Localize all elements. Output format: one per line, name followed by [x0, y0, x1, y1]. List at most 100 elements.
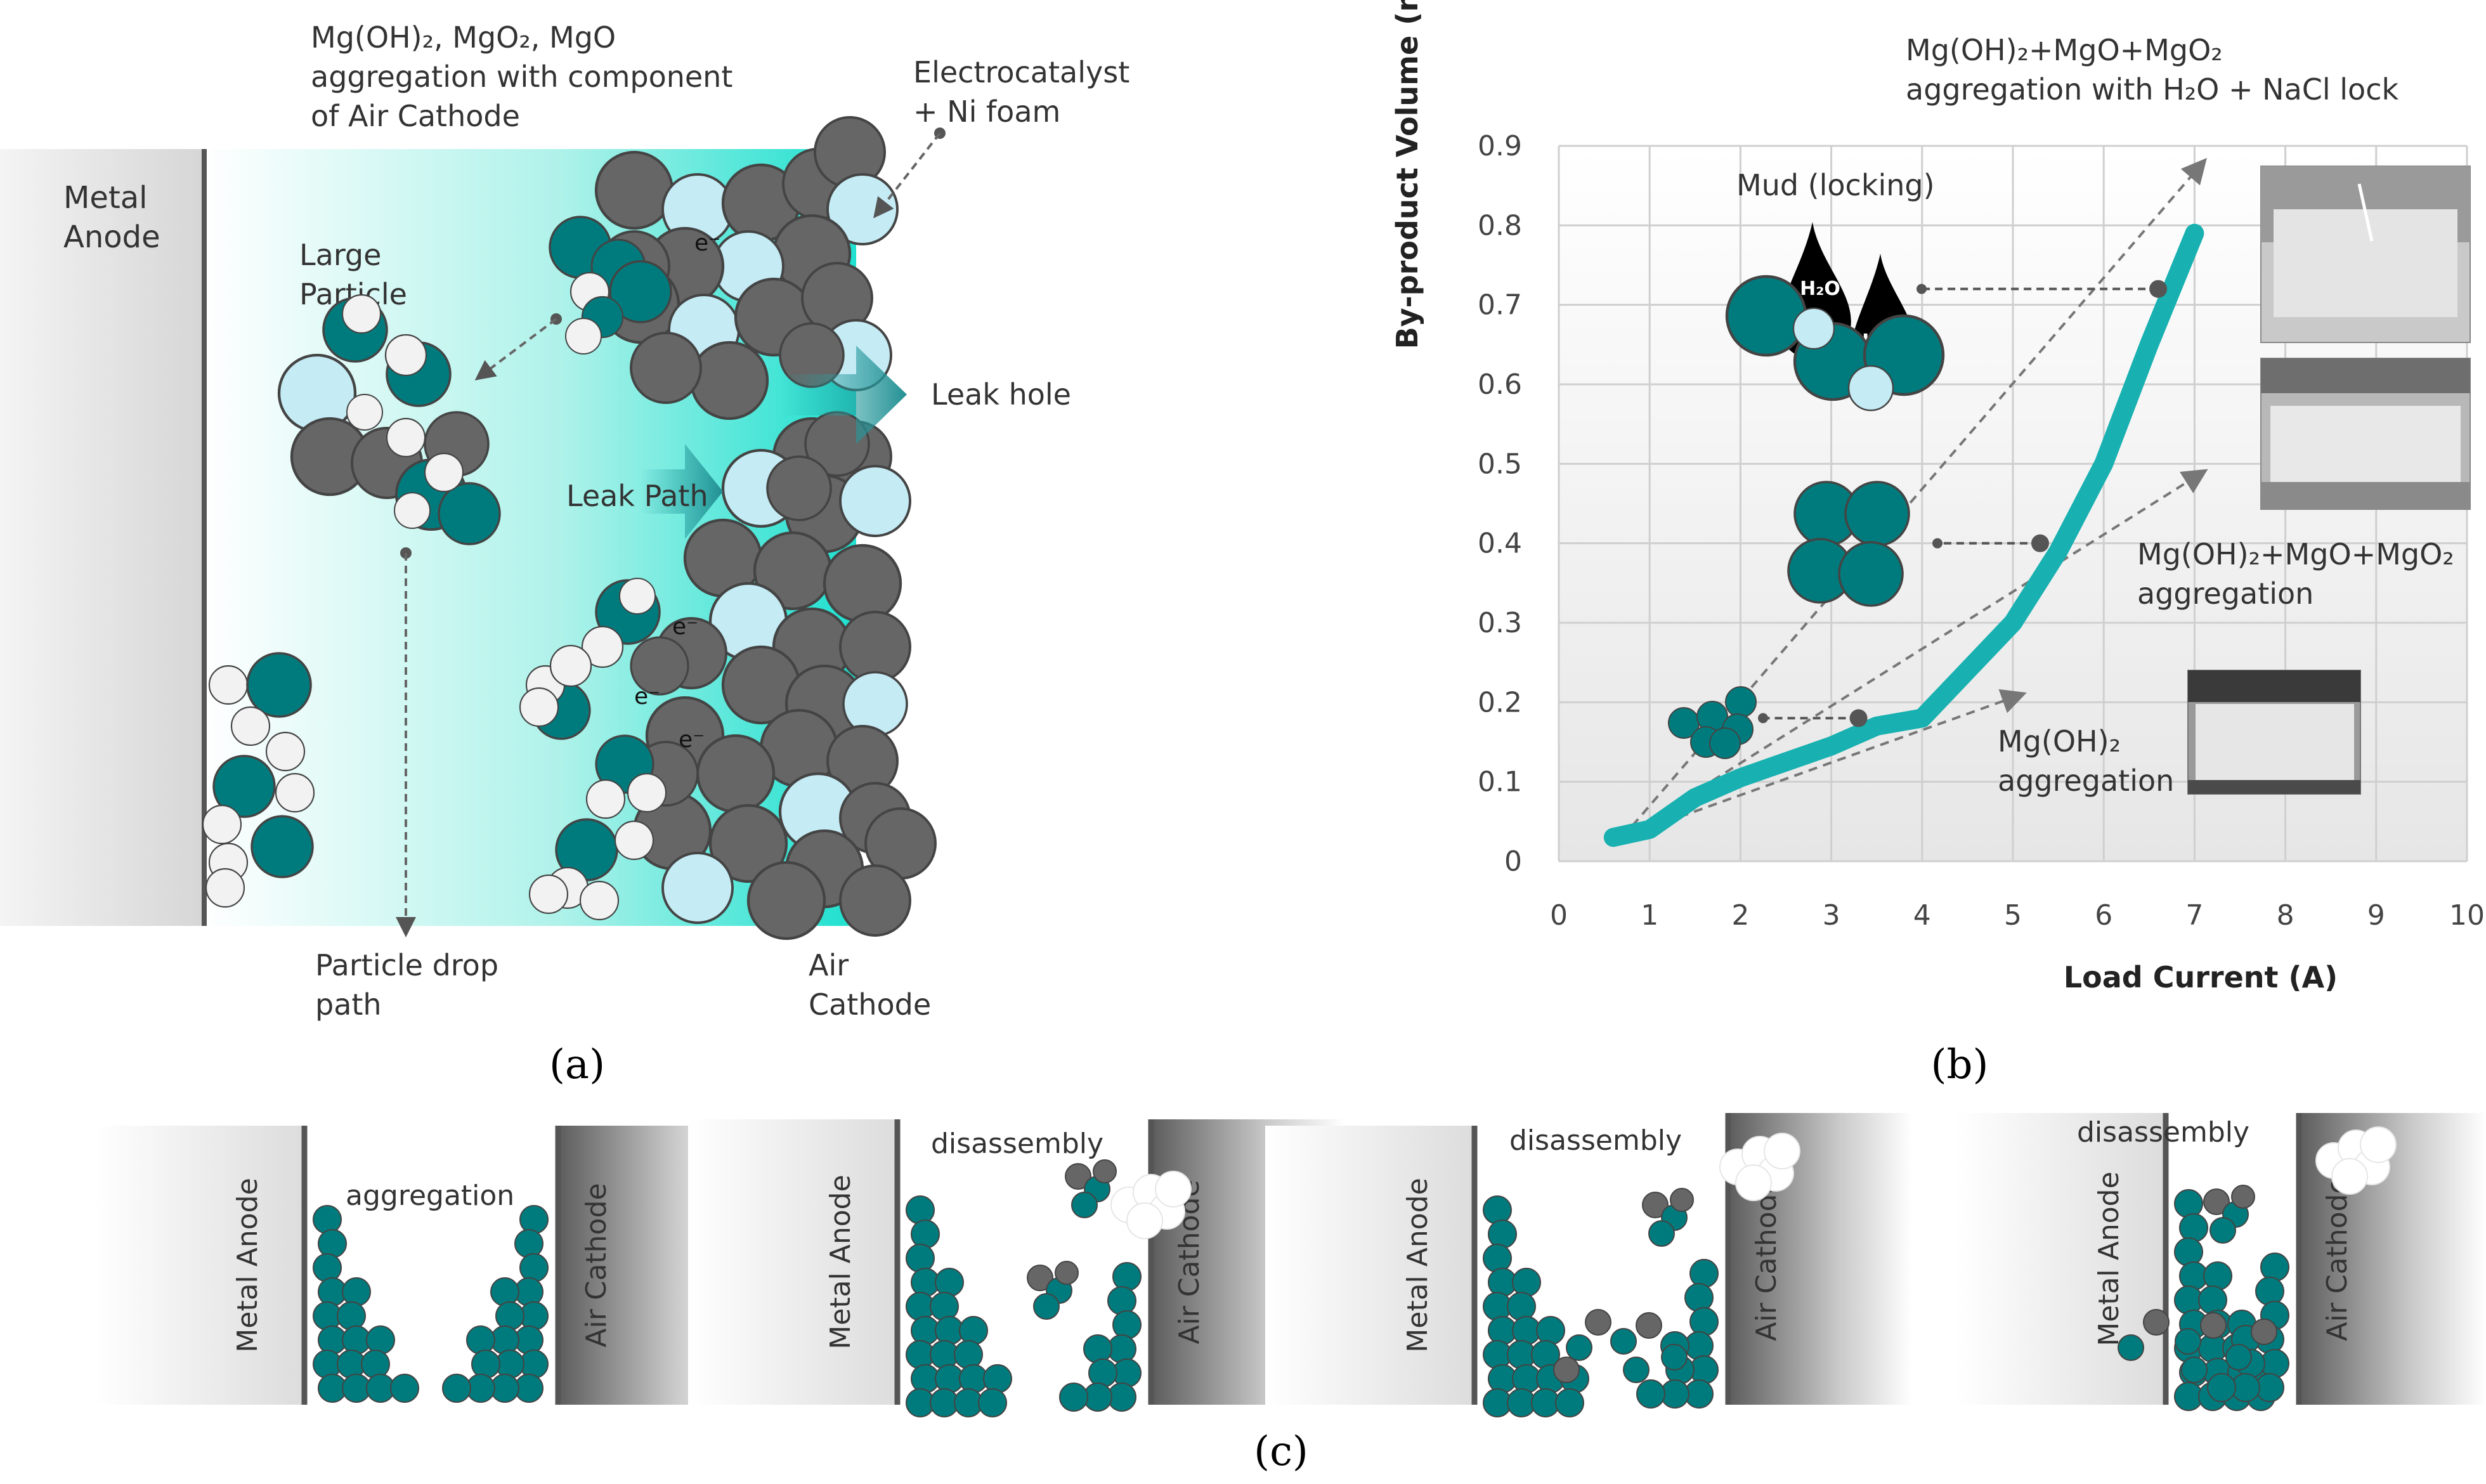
stacked-particle [318, 1229, 347, 1258]
mud-label: Mud (locking) [1736, 168, 1935, 202]
dropped-particle [205, 868, 245, 908]
oxide-particle [585, 779, 626, 819]
floating-particle [1065, 1163, 1091, 1190]
dropped-particle [212, 755, 276, 818]
x-tick-label: 2 [1731, 899, 1749, 932]
trend-arrow [1621, 158, 2207, 838]
particle-drop-label-1: Particle drop [315, 948, 498, 982]
chart-ticks: 0 1 2 3 4 5 6 7 8 9 10 0 0.1 0.2 0.3 0.4 0.5 0.6 0.7 0.8 0.9 [1478, 130, 2485, 932]
oxide-particle [549, 644, 592, 687]
leak-path-label: Leak Path [566, 479, 708, 513]
floating-particle [2203, 1188, 2230, 1215]
stacked-particle [2198, 1285, 2227, 1315]
floor-particle [2181, 1357, 2208, 1383]
stacked-particle [930, 1292, 959, 1321]
metal-anode-label: Metal Anode [824, 1175, 857, 1349]
metal-anode-plate [688, 1119, 897, 1405]
x-tick-label: 10 [2449, 899, 2485, 932]
stacked-particle [1483, 1195, 1512, 1225]
stacked-particle [1689, 1307, 1719, 1336]
low-label-2: aggregation [1998, 764, 2174, 798]
stacked-particle [906, 1244, 935, 1273]
y-tick-label: 0.9 [1478, 130, 1522, 162]
panel-a: Metal Anode Mg(OH)₂, MgO₂, MgO aggregati… [0, 20, 1129, 1088]
metal-anode-label-2: Anode [63, 219, 160, 255]
metal-anode-plate [95, 1126, 304, 1405]
cathode-particle [594, 150, 674, 230]
leader-dot [1917, 283, 1927, 294]
air-cathode-label-2: Cathode [809, 987, 931, 1022]
leak-path-arrow [641, 444, 723, 539]
dropped-particle [275, 772, 315, 813]
electrocatalyst-pointer [873, 132, 941, 219]
floor-particle [2175, 1328, 2201, 1355]
panel-c: Metal Anode Air Cathode aggregation Metal A… [95, 1113, 2486, 1475]
floating-particle [1033, 1293, 1060, 1320]
large-particle [394, 492, 431, 529]
floor-particle [2251, 1318, 2277, 1345]
leak-hole-label: Leak hole [931, 377, 1071, 412]
photo-inset-bottom [2187, 670, 2361, 795]
cathode-particle [630, 332, 702, 404]
stacked-particle [442, 1374, 471, 1403]
y-tick-label: 0.8 [1478, 209, 1522, 242]
data-marker [2149, 280, 2168, 298]
stacked-particle [514, 1229, 543, 1258]
stacked-particle [1107, 1286, 1136, 1315]
electron-label: e⁻ [679, 727, 705, 753]
stacked-particle [2255, 1277, 2284, 1306]
stacked-particle [906, 1195, 935, 1225]
stacked-particle [361, 1350, 390, 1379]
stacked-particle [1507, 1292, 1536, 1321]
medium-cluster-particle [1844, 481, 1910, 547]
dropped-particle [246, 652, 312, 718]
floor-particle [2225, 1344, 2252, 1370]
y-tick-label: 0.3 [1478, 607, 1522, 639]
x-tick-label: 8 [2277, 899, 2294, 932]
stacked-particle [1689, 1259, 1719, 1288]
stacked-particle [1488, 1220, 1517, 1249]
stacked-particle [337, 1301, 366, 1331]
stacked-particle [978, 1388, 1007, 1417]
trend-arrows [1621, 158, 2208, 839]
floating-particle [1055, 1261, 1079, 1285]
x-tick-label: 9 [2367, 899, 2385, 932]
stacked-particle [366, 1325, 395, 1355]
mud-cluster-particle [1792, 307, 1835, 350]
data-marker [2031, 534, 2049, 552]
mud-cluster-particle [1847, 365, 1894, 412]
large-particle [386, 417, 426, 458]
stacked-particle [519, 1253, 549, 1282]
foam-bubble [2360, 1126, 2397, 1163]
x-tick-label: 1 [1641, 899, 1658, 932]
stacked-particle [935, 1268, 964, 1297]
panel-a-electrons: e⁻ e⁻ e⁻ e⁻ [634, 230, 720, 753]
cathode-particle [696, 734, 776, 814]
panel-b-top-label-2: aggregation with H₂O + NaCl lock [1906, 72, 2398, 107]
cathode-particle [766, 455, 832, 521]
metal-anode-label: Metal Anode [231, 1178, 264, 1352]
mud-cluster-particle [1725, 275, 1807, 357]
stacked-particle [495, 1301, 524, 1331]
y-tick-label: 0.7 [1478, 289, 1522, 322]
stacked-particle [983, 1364, 1012, 1393]
x-tick-label: 7 [2185, 899, 2203, 932]
large-particle-pointer [474, 318, 557, 381]
dropped-particle [230, 706, 271, 746]
stacked-particle [2179, 1213, 2208, 1242]
series-line [1603, 223, 2204, 847]
x-tick-label: 0 [1550, 899, 1568, 932]
floating-particle [1027, 1265, 1053, 1291]
stacked-particle [1636, 1379, 1665, 1409]
large-particle [424, 452, 464, 493]
electron-label: e⁻ [672, 614, 698, 640]
stacked-particle [313, 1205, 342, 1234]
air-cathode-label: Air Cathode [1750, 1176, 1783, 1341]
floor-particle [2118, 1334, 2144, 1361]
medium-cluster-particle [1838, 541, 1904, 607]
stacked-particle [313, 1253, 342, 1282]
leader-dot [1932, 538, 1943, 549]
floor-particle [1610, 1328, 1637, 1355]
large-particle [384, 334, 427, 377]
x-tick-label: 3 [1823, 899, 1840, 932]
